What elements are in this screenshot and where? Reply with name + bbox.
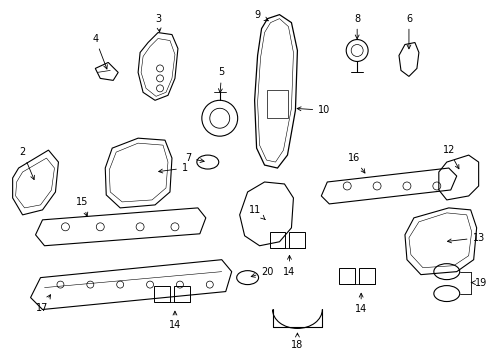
Text: 19: 19 [470, 278, 486, 288]
Text: 11: 11 [248, 205, 264, 220]
Bar [174, 285, 189, 302]
Bar [266, 90, 288, 118]
Bar [339, 268, 354, 284]
Text: 15: 15 [76, 197, 88, 216]
Text: 17: 17 [36, 295, 50, 312]
Bar [358, 268, 374, 284]
Text: 7: 7 [184, 153, 204, 163]
Text: 3: 3 [155, 14, 161, 32]
Text: 16: 16 [347, 153, 364, 173]
Text: 14: 14 [168, 311, 181, 330]
Bar [154, 285, 170, 302]
Text: 8: 8 [353, 14, 360, 39]
Text: 20: 20 [251, 267, 273, 277]
Text: 18: 18 [291, 333, 303, 350]
Text: 12: 12 [442, 145, 458, 169]
Text: 1: 1 [159, 163, 187, 173]
Text: 14: 14 [283, 256, 295, 276]
Text: 13: 13 [447, 233, 484, 243]
Bar [289, 232, 305, 248]
Text: 4: 4 [92, 33, 107, 69]
Text: 9: 9 [254, 10, 268, 21]
Text: 10: 10 [297, 105, 330, 115]
Text: 14: 14 [354, 293, 366, 315]
Text: 6: 6 [405, 14, 411, 49]
Text: 5: 5 [218, 67, 224, 93]
Text: 2: 2 [20, 147, 34, 180]
Bar [269, 232, 285, 248]
